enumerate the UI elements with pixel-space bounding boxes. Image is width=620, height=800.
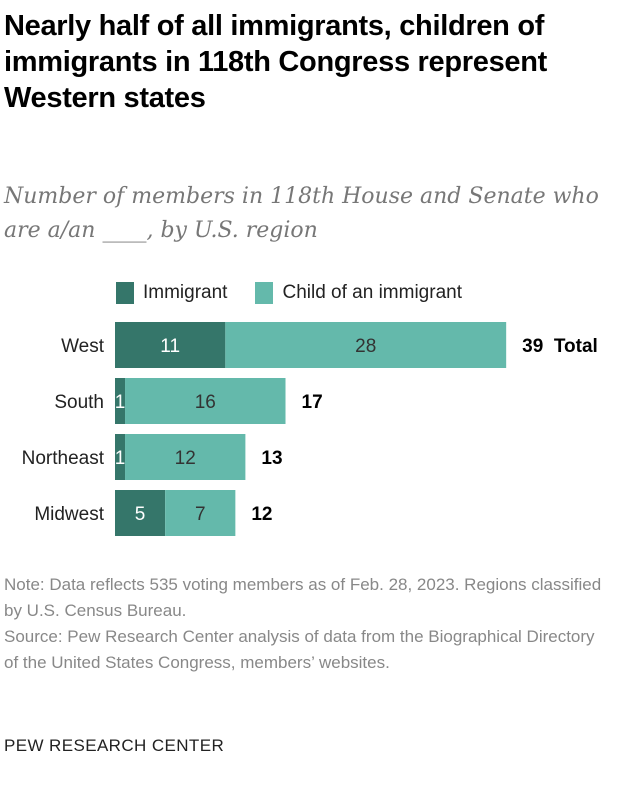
bar-value-label: 1	[115, 448, 126, 469]
source-text: Source: Pew Research Center analysis of …	[4, 627, 595, 672]
legend-swatch-child	[255, 282, 274, 304]
bar-segment-child	[165, 490, 236, 536]
bar-segment-child	[225, 322, 507, 368]
bar-chart: West 11 28 39 Total South 1 16 17 Northeast 1 12 13…	[22, 322, 598, 536]
category-label: West	[61, 336, 105, 357]
note-text: Note: Data reflects 535 voting members a…	[4, 575, 602, 620]
bar-value-label: 1	[115, 392, 126, 413]
notes: Note: Data reflects 535 voting members a…	[4, 572, 604, 676]
bar-segment-immigrant	[115, 322, 226, 368]
bar-value-label: 16	[195, 392, 216, 413]
bar-segment-child	[125, 378, 286, 424]
legend-label: Child of an immigrant	[282, 282, 462, 303]
category-label: South	[54, 392, 104, 413]
legend-label: Immigrant	[143, 282, 228, 303]
total-label: 13	[261, 448, 282, 469]
bar-value-label: 12	[175, 448, 196, 469]
bar-value-label: 11	[160, 336, 180, 357]
legend-swatch-immigrant	[116, 282, 134, 304]
total-label: 12	[251, 504, 272, 525]
bar-segment-immigrant	[115, 434, 126, 480]
bar-segment-immigrant	[115, 490, 166, 536]
bar-value-label: 28	[355, 336, 376, 357]
bar-value-label: 7	[195, 504, 206, 525]
legend: Immigrant Child of an immigrant	[116, 282, 490, 304]
chart-title: Nearly half of all immigrants, children …	[4, 10, 547, 114]
total-label: 17	[302, 392, 323, 413]
bar-value-label: 5	[135, 504, 146, 525]
brand-label: PEW RESEARCH CENTER	[4, 736, 225, 755]
total-label: 39 Total	[522, 336, 598, 357]
legend-item-child: Child of an immigrant	[255, 282, 462, 304]
bar-segment-child	[125, 434, 246, 480]
legend-item-immigrant: Immigrant	[116, 282, 227, 304]
bar-segment-immigrant	[115, 378, 126, 424]
category-label: Northeast	[22, 448, 105, 469]
chart-subtitle: Number of members in 118th House and Sen…	[4, 184, 599, 243]
category-label: Midwest	[34, 504, 104, 525]
